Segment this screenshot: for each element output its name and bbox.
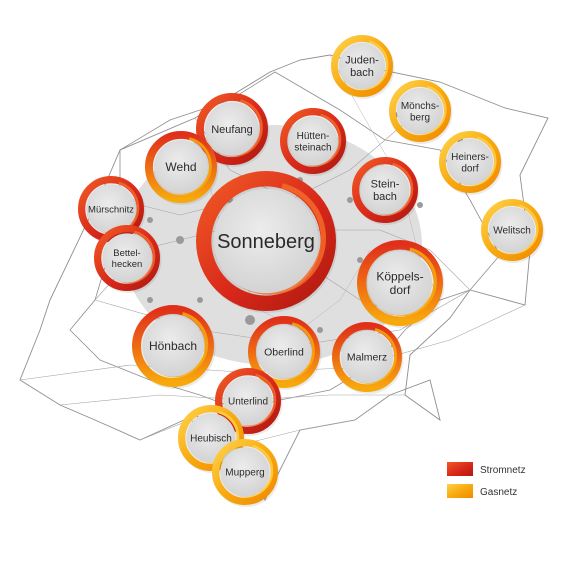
node-disc — [360, 165, 410, 215]
legend-swatch-gas — [447, 484, 473, 498]
node-label: bach — [350, 67, 374, 79]
node-label: Welitsch — [493, 226, 531, 237]
node-ring — [331, 34, 394, 98]
node-label: bach — [373, 191, 397, 203]
node-mupperg: Mupperg — [212, 439, 280, 507]
node-label: Oberlind — [264, 347, 304, 359]
node-oberlind: Oberlind — [247, 315, 322, 390]
node-ring — [195, 92, 268, 166]
node-label: Wehd — [165, 160, 196, 174]
node-neufang: Neufang — [195, 92, 270, 167]
node-ring — [215, 368, 282, 435]
node-disc — [223, 376, 273, 426]
node-ring — [352, 157, 419, 224]
legend-swatch-strom — [447, 462, 473, 476]
node-disc — [213, 188, 319, 294]
node-disc — [338, 42, 386, 90]
node-label: Hütten- — [297, 131, 330, 142]
node-ring — [178, 405, 245, 472]
node-ring — [131, 305, 214, 388]
node-ring — [389, 80, 452, 143]
legend-label-gas: Gasnetz — [480, 487, 517, 498]
node-label: Heubisch — [190, 434, 232, 445]
node-koeppelsdorf: Köppels-dorf — [357, 239, 445, 328]
node-disc — [288, 116, 338, 166]
node-disc — [102, 233, 152, 283]
node-label: Heiners- — [451, 152, 489, 163]
node-ring — [247, 315, 320, 388]
node-hoenbach: Hönbach — [131, 305, 216, 389]
node-label: dorf — [390, 283, 411, 297]
legend-label-strom: Stromnetz — [480, 465, 526, 476]
node-steinbach: Stein-bach — [352, 157, 420, 225]
legend: Stromnetz Gasnetz — [447, 462, 526, 498]
node-disc — [154, 140, 208, 194]
node-label: Hönbach — [149, 339, 197, 353]
node-malmerz: Malmerz — [332, 322, 404, 394]
node-label: steinach — [294, 142, 331, 153]
node-label: Mürschnitz — [88, 204, 134, 215]
node-label: dorf — [461, 163, 478, 174]
node-heinersdorf: Heiners-dorf — [439, 131, 503, 195]
node-ring — [280, 107, 347, 174]
node-ring — [332, 322, 403, 393]
node-label: Neufang — [211, 124, 253, 136]
node-ring — [195, 170, 336, 311]
node-ring — [439, 131, 502, 194]
node-ring — [77, 176, 144, 243]
node-wehd: Wehd — [144, 130, 219, 205]
node-disc — [446, 138, 494, 186]
node-bettelhecken: Bettel-hecken — [93, 225, 162, 293]
node-muerschnitz: Mürschnitz — [77, 176, 146, 244]
node-sonneberg: Sonneberg — [195, 170, 338, 313]
node-disc — [142, 315, 204, 377]
node-label: Mönchs- — [401, 101, 439, 112]
node-ring — [93, 225, 160, 292]
node-ring — [144, 130, 217, 203]
node-label: Juden- — [345, 55, 379, 67]
node-label: Malmerz — [347, 352, 387, 364]
node-disc — [86, 184, 136, 234]
node-ring — [481, 199, 544, 262]
node-disc — [396, 87, 444, 135]
node-label: Mupperg — [225, 468, 264, 479]
node-disc — [205, 102, 259, 156]
node-disc — [257, 325, 311, 379]
node-label: Stein- — [371, 179, 400, 191]
node-ring — [212, 439, 279, 506]
node-disc — [340, 330, 394, 384]
node-label: Unterlind — [228, 397, 268, 408]
node-disc — [488, 206, 536, 254]
node-label: Köppels- — [376, 269, 423, 283]
node-welitsch: Welitsch — [481, 199, 545, 263]
node-label: berg — [410, 112, 430, 123]
node-label: Bettel- — [113, 248, 140, 259]
node-judenbach: Juden-bach — [331, 34, 395, 99]
node-ring — [357, 239, 444, 326]
node-label: hecken — [112, 259, 143, 270]
node-huettensteinach: Hütten-steinach — [280, 107, 348, 176]
network-outline — [19, 54, 549, 502]
node-disc — [367, 250, 433, 316]
nodes-layer: SonnebergJuden-bachMönchs-bergHeiners-do… — [77, 34, 545, 507]
node-disc — [220, 447, 270, 497]
node-label: Sonneberg — [217, 231, 315, 253]
node-moenchsberg: Mönchs-berg — [389, 80, 453, 144]
